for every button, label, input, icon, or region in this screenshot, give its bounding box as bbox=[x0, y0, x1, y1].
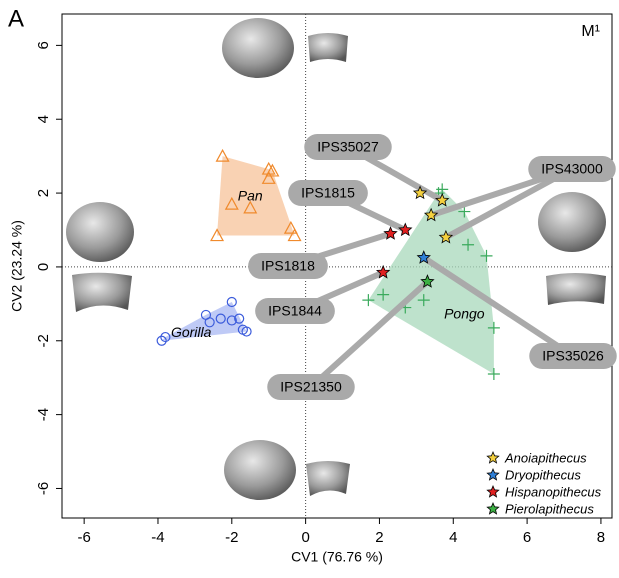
star-point bbox=[423, 207, 439, 222]
point bbox=[226, 296, 237, 308]
point bbox=[237, 324, 248, 335]
tooth-image bbox=[72, 272, 132, 312]
y-tick-label: -4 bbox=[35, 408, 52, 421]
tooth-label: M¹ bbox=[581, 23, 600, 40]
group-label: Gorilla bbox=[171, 324, 212, 340]
annotation-label: IPS1818 bbox=[261, 258, 315, 274]
annotation-label: IPS43000 bbox=[541, 161, 603, 177]
star-point bbox=[383, 226, 398, 240]
tooth-image bbox=[66, 202, 134, 262]
point bbox=[215, 313, 226, 324]
legend-label: Dryopithecus bbox=[505, 467, 581, 482]
star-point bbox=[435, 192, 450, 207]
plot-frame bbox=[61, 13, 613, 519]
annotation-label: IPS35027 bbox=[317, 139, 379, 155]
legend-label: Hispanopithecus bbox=[505, 484, 602, 499]
y-tick-label: 6 bbox=[35, 41, 52, 49]
y-tick-label: 2 bbox=[35, 189, 52, 197]
legend-label: Anoiapithecus bbox=[504, 450, 587, 465]
tooth-image bbox=[308, 33, 348, 62]
group-hull bbox=[161, 302, 247, 341]
point bbox=[243, 200, 258, 214]
tooth-image bbox=[306, 461, 350, 496]
point bbox=[283, 220, 298, 234]
star-point bbox=[375, 264, 391, 279]
star-point bbox=[420, 274, 435, 288]
point bbox=[224, 196, 239, 210]
annotation-box bbox=[267, 374, 355, 400]
point bbox=[487, 321, 500, 334]
y-tick-label: 0 bbox=[35, 263, 52, 271]
x-tick-label: 8 bbox=[597, 529, 605, 546]
point bbox=[458, 205, 471, 218]
star-point bbox=[412, 185, 428, 200]
annotation-box bbox=[304, 134, 392, 160]
legend-marker bbox=[486, 484, 500, 498]
point bbox=[160, 331, 171, 343]
annotation-box bbox=[529, 343, 617, 369]
annotation-label: IPS35026 bbox=[542, 348, 604, 364]
legend-marker bbox=[486, 467, 500, 481]
x-tick-label: -2 bbox=[225, 529, 238, 546]
x-tick-label: 2 bbox=[375, 529, 383, 546]
point bbox=[480, 249, 493, 262]
point bbox=[417, 294, 430, 307]
star-point bbox=[438, 229, 454, 244]
panel-label: A bbox=[8, 5, 24, 32]
point bbox=[462, 238, 475, 251]
y-tick-label: 4 bbox=[35, 115, 52, 123]
y-tick-label: -2 bbox=[35, 334, 52, 347]
point bbox=[156, 335, 167, 346]
point bbox=[215, 148, 230, 162]
tooth-image bbox=[222, 18, 294, 78]
tooth-image bbox=[546, 273, 606, 305]
legend-marker bbox=[486, 450, 500, 464]
x-axis-label: CV1 (76.76 %) bbox=[291, 549, 383, 565]
star-point bbox=[398, 222, 413, 237]
annotation-box bbox=[288, 180, 368, 206]
annotation-box bbox=[248, 253, 328, 279]
annotation-label: IPS1815 bbox=[301, 185, 355, 201]
legend-label: Pierolapithecus bbox=[505, 501, 594, 516]
x-tick-label: 4 bbox=[449, 529, 457, 546]
point bbox=[204, 317, 215, 328]
group-label: Pan bbox=[238, 187, 263, 203]
y-tick-label: -6 bbox=[35, 482, 52, 495]
tooth-image bbox=[538, 192, 606, 252]
point bbox=[261, 171, 276, 184]
point bbox=[362, 294, 375, 307]
annotation-label: IPS1844 bbox=[268, 303, 322, 319]
star-point bbox=[416, 250, 431, 264]
point bbox=[265, 163, 280, 177]
tooth-image bbox=[224, 440, 296, 500]
annotation-box bbox=[528, 156, 616, 182]
group-hull bbox=[217, 156, 295, 236]
point bbox=[377, 288, 390, 301]
point bbox=[261, 161, 276, 175]
point bbox=[210, 228, 225, 242]
leader-line bbox=[422, 255, 575, 359]
point bbox=[287, 228, 302, 242]
leader-line bbox=[308, 279, 430, 390]
group-label: Pongo bbox=[444, 306, 485, 322]
x-tick-label: -4 bbox=[151, 529, 164, 546]
annotation-box bbox=[255, 298, 335, 324]
y-axis-label: CV2 (23.24 %) bbox=[9, 220, 25, 312]
point bbox=[234, 313, 245, 324]
x-tick-label: -6 bbox=[77, 529, 90, 546]
point bbox=[487, 368, 500, 380]
point bbox=[226, 315, 237, 326]
x-tick-label: 6 bbox=[523, 529, 531, 546]
legend-marker bbox=[486, 501, 500, 515]
tooth-images bbox=[66, 18, 606, 500]
x-tick-label: 0 bbox=[301, 529, 309, 546]
annotation-label: IPS21350 bbox=[280, 379, 342, 395]
